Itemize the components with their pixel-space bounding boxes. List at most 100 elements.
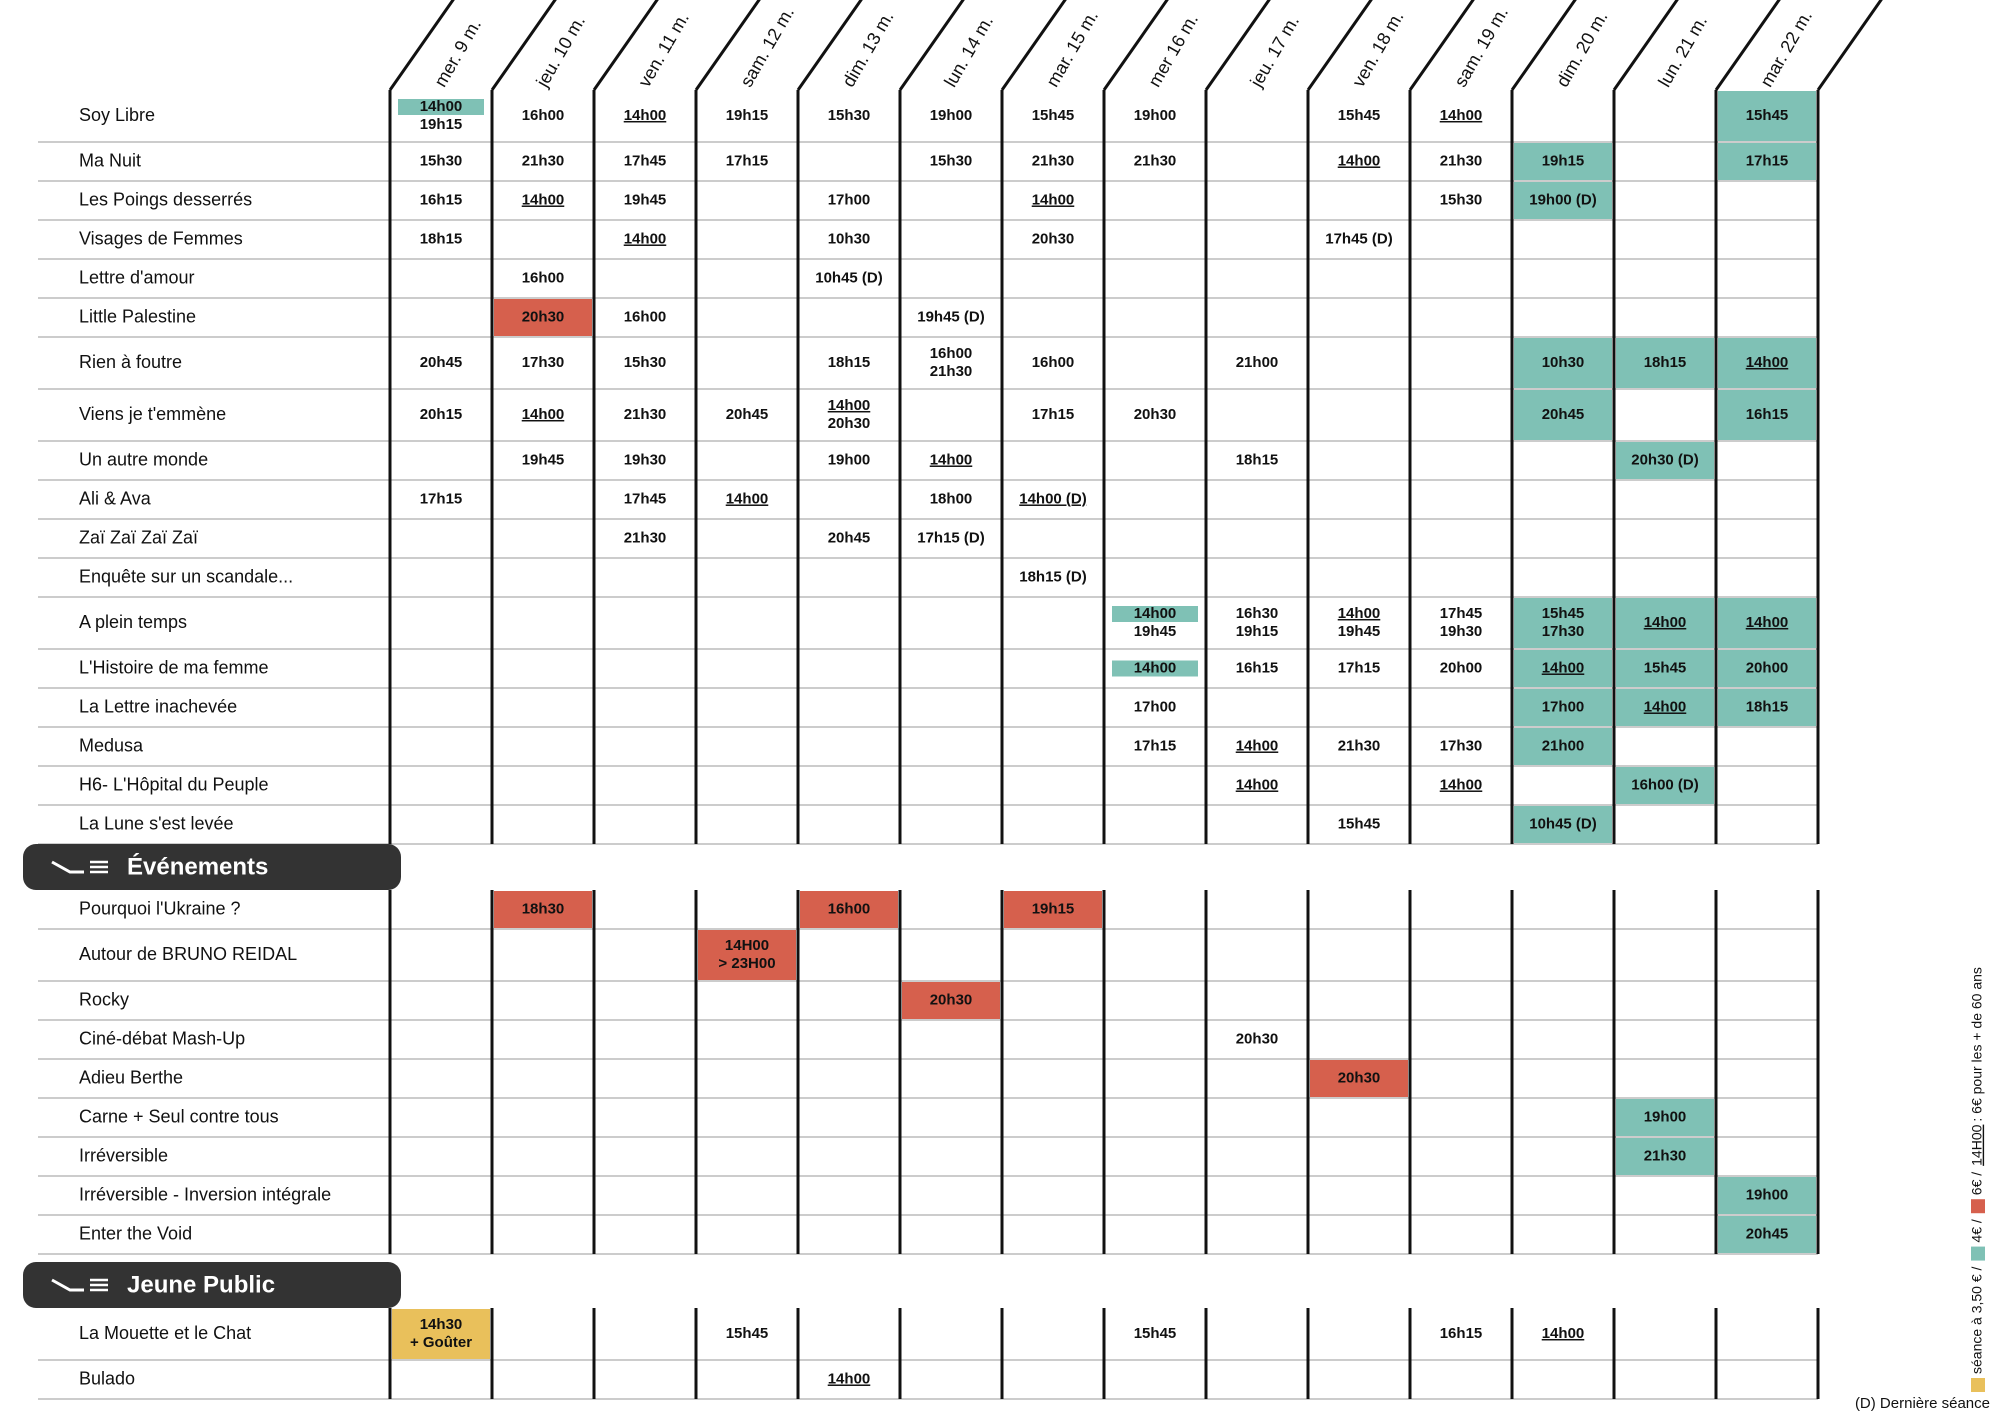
showtime: 16h15 bbox=[1746, 406, 1789, 423]
showtime: 10h45 (D) bbox=[1529, 815, 1597, 832]
film-title: La Lettre inachevée bbox=[79, 696, 237, 716]
showtime: 16h15 bbox=[1236, 659, 1279, 676]
film-title: Un autre monde bbox=[79, 449, 208, 469]
film-title: Adieu Berthe bbox=[79, 1067, 183, 1087]
showtime: 14h00 bbox=[828, 1370, 871, 1387]
section-title: Jeune Public bbox=[127, 1271, 275, 1298]
cell-bg bbox=[1514, 390, 1612, 440]
film-title: Lettre d'amour bbox=[79, 267, 195, 287]
showtime: 14h00 bbox=[1032, 191, 1075, 208]
showtime: 17h45 bbox=[1440, 605, 1483, 622]
showtime: 21h30 bbox=[624, 406, 667, 423]
showtime: 18h15 (D) bbox=[1019, 568, 1087, 585]
cell-bg bbox=[1514, 143, 1612, 180]
showtime: 17h00 bbox=[1134, 698, 1177, 715]
showtime: 15h45 bbox=[1338, 815, 1381, 832]
film-title: La Lune s'est levée bbox=[79, 813, 234, 833]
showtime: 18h15 bbox=[420, 230, 463, 247]
cell-bg bbox=[698, 930, 796, 980]
showtime: 16h00 (D) bbox=[1631, 776, 1699, 793]
showtime: 19h00 (D) bbox=[1529, 191, 1597, 208]
cell-bg bbox=[494, 299, 592, 336]
day-label: lun. 21 m. bbox=[1654, 12, 1711, 90]
showtime: 14h00 bbox=[930, 451, 973, 468]
showtime: 16h00 bbox=[828, 900, 871, 917]
showtime: 21h30 bbox=[522, 152, 565, 169]
film-title: Enter the Void bbox=[79, 1223, 192, 1243]
cell-bg bbox=[1514, 806, 1612, 843]
showtime: 17h15 bbox=[420, 490, 463, 507]
showtime: 19h30 bbox=[1440, 623, 1483, 640]
showtime: 20h45 bbox=[1746, 1225, 1789, 1242]
day-label: jeu. 17 m. bbox=[1246, 12, 1303, 91]
showtime: 20h30 (D) bbox=[1631, 451, 1699, 468]
showtime: 19h00 bbox=[1746, 1186, 1789, 1203]
header-diagonal bbox=[898, 0, 965, 91]
showtime: 17h15 (D) bbox=[917, 529, 985, 546]
showtime: 21h30 bbox=[624, 529, 667, 546]
showtime: 16h15 bbox=[1440, 1325, 1483, 1342]
showtime: 17h00 bbox=[1542, 698, 1585, 715]
showtime: 14h00 bbox=[1134, 659, 1177, 676]
showtime: 14h00 bbox=[1440, 107, 1483, 124]
showtime: 20h45 bbox=[726, 406, 769, 423]
showtime: 21h00 bbox=[1542, 737, 1585, 754]
cell-bg bbox=[1616, 767, 1714, 804]
showtime: 10h45 (D) bbox=[815, 269, 883, 286]
showtime: 17h15 bbox=[1134, 737, 1177, 754]
showtime: 14h00 bbox=[1236, 776, 1279, 793]
showtime: 15h30 bbox=[930, 152, 973, 169]
showtime: 18h15 bbox=[1644, 354, 1687, 371]
showtime: 19h15 bbox=[1542, 152, 1585, 169]
showtime: 20h45 bbox=[1542, 406, 1585, 423]
cell-bg bbox=[1514, 728, 1612, 765]
cell-bg bbox=[1514, 598, 1612, 648]
header-diagonal bbox=[1612, 0, 1679, 91]
showtime: 21h30 bbox=[1338, 737, 1381, 754]
cell-bg bbox=[1718, 689, 1816, 726]
showtime: 16h00 bbox=[930, 345, 973, 362]
showtime: 19h45 bbox=[1338, 623, 1381, 640]
showtime: 17h45 (D) bbox=[1325, 230, 1393, 247]
showtime: 14h00 bbox=[726, 490, 769, 507]
header-diagonal bbox=[1000, 0, 1067, 91]
time-highlight bbox=[1112, 606, 1198, 622]
showtime: 16h00 bbox=[1032, 354, 1075, 371]
cell-bg bbox=[1616, 1138, 1714, 1175]
showtime: 20h30 bbox=[1338, 1069, 1381, 1086]
showtime: 17h30 bbox=[522, 354, 565, 371]
cell-bg bbox=[494, 891, 592, 928]
showtime: 18h15 bbox=[1746, 698, 1789, 715]
showtime: 15h45 bbox=[1542, 605, 1585, 622]
showtime: 19h00 bbox=[828, 451, 871, 468]
showtime: 17h15 bbox=[1338, 659, 1381, 676]
cell-bg bbox=[1514, 650, 1612, 687]
showtime: 14h00 bbox=[1746, 354, 1789, 371]
section-title: Événements bbox=[127, 852, 268, 880]
showtime: 20h30 bbox=[522, 308, 565, 325]
section-icon bbox=[51, 860, 84, 874]
section-header bbox=[23, 844, 401, 890]
film-title: Ciné-débat Mash-Up bbox=[79, 1028, 245, 1048]
cell-bg bbox=[1004, 891, 1102, 928]
header-diagonal bbox=[1816, 0, 1883, 91]
cell-bg bbox=[1616, 442, 1714, 479]
header-diagonal bbox=[1102, 0, 1169, 91]
showtime: 14h00 bbox=[1542, 1325, 1585, 1342]
showtime: 20h15 bbox=[420, 406, 463, 423]
film-title: Medusa bbox=[79, 735, 144, 755]
cell-bg bbox=[1616, 598, 1714, 648]
showtime: 14h00 bbox=[1440, 776, 1483, 793]
film-title: Les Poings desserrés bbox=[79, 189, 252, 209]
cell-bg bbox=[1514, 338, 1612, 388]
showtime: 10h30 bbox=[1542, 354, 1585, 371]
legend-label: 4€ / bbox=[1969, 1219, 1985, 1242]
legend-underline: 14H00 bbox=[1969, 1124, 1985, 1165]
showtime: 21h30 bbox=[1134, 152, 1177, 169]
showtime: 19h45 (D) bbox=[917, 308, 985, 325]
film-title: Autour de BRUNO REIDAL bbox=[79, 944, 297, 964]
showtime: 15h45 bbox=[1134, 1325, 1177, 1342]
cell-bg bbox=[1616, 1099, 1714, 1136]
showtime: 20h00 bbox=[1746, 659, 1789, 676]
